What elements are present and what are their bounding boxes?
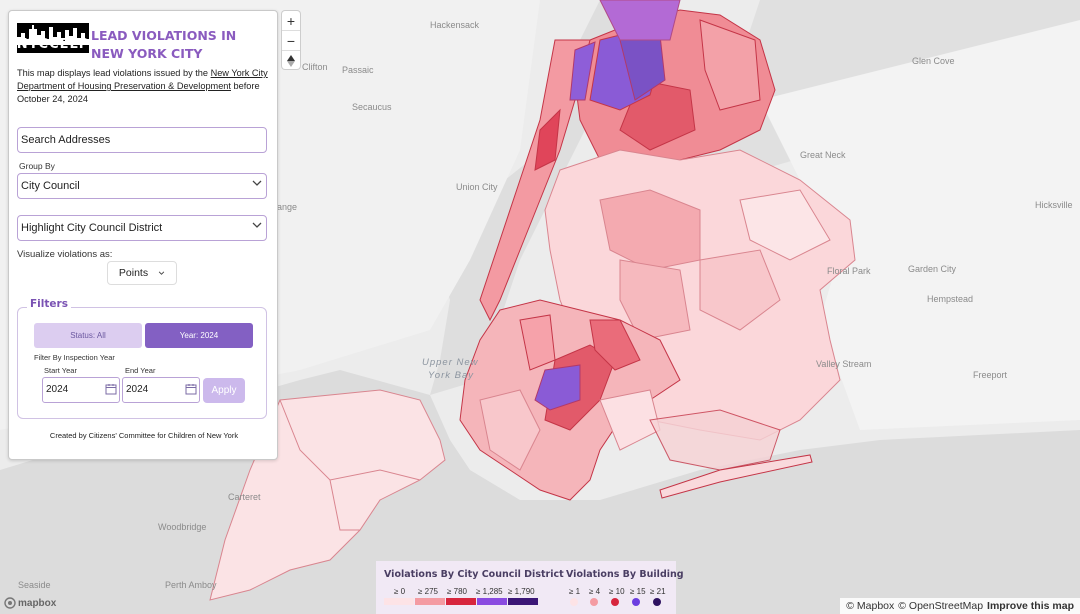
district-swatch — [415, 598, 445, 605]
district-swatch — [384, 598, 414, 605]
credit-text: Created by Citizens' Committee for Child… — [49, 431, 239, 440]
svg-text:Union City: Union City — [456, 182, 498, 192]
filters-title: Filters — [27, 298, 71, 310]
tab-year[interactable]: Year: 2024 — [145, 323, 253, 348]
svg-text:Freeport: Freeport — [973, 370, 1008, 380]
zoom-controls: + − — [282, 11, 300, 69]
improve-map-link[interactable]: Improve this map — [987, 600, 1074, 612]
building-dot — [632, 598, 640, 606]
calendar-icon[interactable] — [105, 383, 117, 395]
zoom-out-button[interactable]: − — [282, 31, 300, 51]
highlight-district-select[interactable]: Highlight City Council District — [17, 215, 267, 241]
tab-status[interactable]: Status: All — [34, 323, 142, 348]
district-bin-label: ≥ 1,790 — [508, 587, 535, 596]
description-suffix: before October 24, 2024 — [17, 81, 260, 104]
svg-text:Woodbridge: Woodbridge — [158, 522, 206, 532]
svg-text:Perth Amboy: Perth Amboy — [165, 580, 217, 590]
district-swatch — [446, 598, 476, 605]
calendar-icon[interactable] — [185, 383, 197, 395]
svg-text:ange: ange — [277, 202, 297, 212]
chevron-down-icon — [158, 271, 165, 275]
logo-text: NYCCELP — [16, 37, 90, 52]
building-bin-label: ≥ 4 — [589, 587, 601, 596]
attribution: © Mapbox © OpenStreetMap Improve this ma… — [840, 598, 1080, 614]
logo: NYCCELP — [17, 23, 89, 53]
compass-icon — [287, 54, 295, 67]
page-title: Lead Violations in New York City — [91, 28, 237, 61]
mapbox-logo-text: mapbox — [18, 597, 57, 609]
group-by-value: City Council — [21, 180, 80, 192]
building-dot — [570, 598, 578, 606]
svg-text:Clifton: Clifton — [302, 62, 328, 72]
zoom-in-button[interactable]: + — [282, 11, 300, 31]
description: This map displays lead violations issued… — [17, 67, 269, 106]
svg-text:Carteret: Carteret — [228, 492, 261, 502]
end-year-label: End Year — [125, 366, 156, 375]
osm-attribution-link[interactable]: © OpenStreetMap — [898, 600, 984, 612]
chevron-down-icon — [252, 180, 262, 186]
building-bin-label: ≥ 21 — [650, 587, 666, 596]
district-legend-title: Violations By City Council District — [384, 569, 564, 580]
start-year-input[interactable]: 2024 — [42, 377, 120, 403]
svg-text:Passaic: Passaic — [342, 65, 374, 75]
district-bin-label: ≥ 275 — [418, 587, 438, 596]
compass-button[interactable] — [282, 51, 300, 70]
group-by-label: Group By — [19, 161, 55, 171]
hpd-link[interactable]: New York City Department of Housing Pres… — [17, 68, 268, 91]
mapbox-logo[interactable]: mapbox — [4, 597, 56, 609]
start-year-label: Start Year — [44, 366, 77, 375]
svg-text:Great Neck: Great Neck — [800, 150, 846, 160]
filters-box — [17, 307, 267, 419]
mapbox-attribution-link[interactable]: © Mapbox — [846, 600, 895, 612]
svg-text:Seaside: Seaside — [18, 580, 51, 590]
svg-text:Glen Cove: Glen Cove — [912, 56, 955, 66]
building-dot — [611, 598, 619, 606]
end-year-value: 2024 — [126, 384, 149, 395]
svg-text:Floral Park: Floral Park — [827, 266, 871, 276]
building-bin-label: ≥ 10 — [609, 587, 625, 596]
svg-text:Hempstead: Hempstead — [927, 294, 973, 304]
svg-text:Hicksville: Hicksville — [1035, 200, 1073, 210]
map-legend: Violations By City Council District ≥ 0 … — [376, 561, 684, 614]
end-year-input[interactable]: 2024 — [122, 377, 200, 403]
visualize-label: Visualize violations as: — [17, 249, 113, 260]
district-bin-label: ≥ 780 — [447, 587, 467, 596]
apply-button[interactable]: Apply — [203, 378, 245, 403]
mapbox-icon — [4, 597, 16, 609]
building-bin-label: ≥ 15 — [630, 587, 646, 596]
start-year-value: 2024 — [46, 384, 69, 395]
chevron-down-icon — [252, 222, 262, 228]
inspection-year-label: Filter By Inspection Year — [34, 353, 115, 362]
visualize-value: Points — [118, 267, 149, 279]
building-legend-title: Violations By Building — [566, 569, 684, 580]
district-bin-label: ≥ 0 — [394, 587, 406, 596]
svg-text:Secaucus: Secaucus — [352, 102, 392, 112]
district-bin-label: ≥ 1,285 — [476, 587, 503, 596]
svg-text:Hackensack: Hackensack — [430, 20, 480, 30]
side-panel: NYCCELP Lead Violations in New York City… — [8, 10, 278, 460]
visualize-select[interactable]: Points — [107, 261, 177, 285]
svg-text:Garden City: Garden City — [908, 264, 957, 274]
building-dot — [590, 598, 598, 606]
district-swatch — [477, 598, 507, 605]
search-input[interactable]: Search Addresses — [17, 127, 267, 153]
svg-text:Valley Stream: Valley Stream — [816, 359, 871, 369]
group-by-select[interactable]: City Council — [17, 173, 267, 199]
skyline-icon — [17, 25, 89, 45]
svg-text:York Bay: York Bay — [428, 370, 474, 381]
description-prefix: This map displays lead violations issued… — [17, 68, 211, 78]
building-dot — [653, 598, 661, 606]
building-bin-label: ≥ 1 — [569, 587, 581, 596]
highlight-value: Highlight City Council District — [21, 222, 163, 234]
district-swatch — [508, 598, 538, 605]
svg-text:Upper New: Upper New — [422, 357, 479, 368]
